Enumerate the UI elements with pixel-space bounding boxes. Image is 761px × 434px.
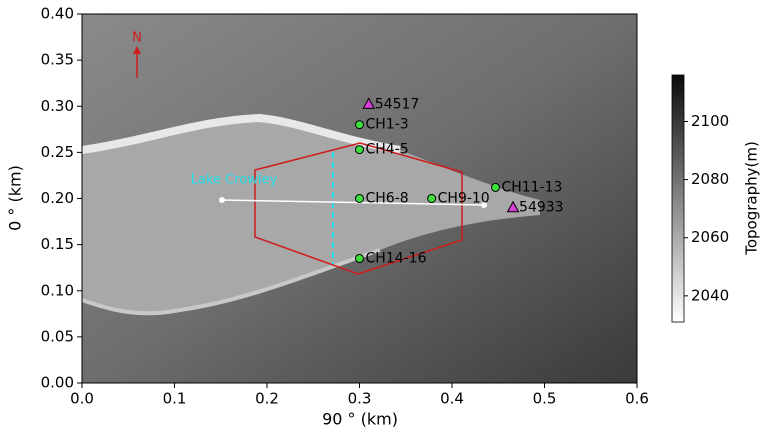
point-label: CH9-10 — [438, 191, 490, 207]
point-label: CH14-16 — [366, 250, 427, 266]
x-tick-label: 0.2 — [255, 390, 279, 408]
north-label: N — [132, 31, 142, 46]
point-marker — [356, 254, 364, 262]
colorbar-tick-label: 2080 — [691, 170, 729, 188]
point-label: CH11-13 — [501, 179, 562, 195]
y-tick-label: 0.00 — [41, 374, 74, 392]
y-tick-label: 0.25 — [41, 143, 74, 161]
point-marker — [356, 195, 364, 203]
chart: N Lake Crowley 90 ° (km) 0 ° (km) Topogr… — [0, 0, 761, 434]
colorbar-tick-label: 2060 — [691, 228, 729, 246]
colorbar-tick-label: 2100 — [691, 112, 729, 130]
y-tick-label: 0.20 — [41, 189, 74, 207]
y-tick-label: 0.15 — [41, 235, 74, 253]
colorbar-label: Topography(m) — [743, 141, 761, 256]
x-tick-label: 0.6 — [625, 390, 649, 408]
point-label: CH6-8 — [366, 191, 409, 207]
y-tick-label: 0.05 — [41, 327, 74, 345]
point-marker — [356, 146, 364, 154]
point-marker — [428, 195, 436, 203]
x-tick-label: 0.5 — [533, 390, 557, 408]
point-marker — [356, 121, 364, 129]
y-axis-label: 0 ° (km) — [6, 165, 25, 231]
x-tick-label: 0.3 — [348, 390, 372, 408]
colorbar-tick-label: 2040 — [691, 286, 729, 304]
x-tick-label: 0.1 — [163, 390, 187, 408]
point-label: CH1-3 — [366, 117, 409, 133]
y-tick-label: 0.40 — [41, 5, 74, 23]
x-axis-label: 90 ° (km) — [322, 410, 398, 429]
y-tick-label: 0.30 — [41, 97, 74, 115]
point-label: 54933 — [519, 200, 564, 216]
y-tick-label: 0.35 — [41, 51, 74, 69]
lake-label: Lake Crowley — [191, 173, 278, 188]
x-tick-label: 0.4 — [440, 390, 464, 408]
x-tick-label: 0.0 — [70, 390, 94, 408]
point-label: 54517 — [375, 96, 420, 112]
colorbar — [672, 75, 684, 322]
y-tick-label: 0.10 — [41, 281, 74, 299]
point-marker — [491, 183, 499, 191]
point-label: CH4-5 — [366, 142, 409, 158]
